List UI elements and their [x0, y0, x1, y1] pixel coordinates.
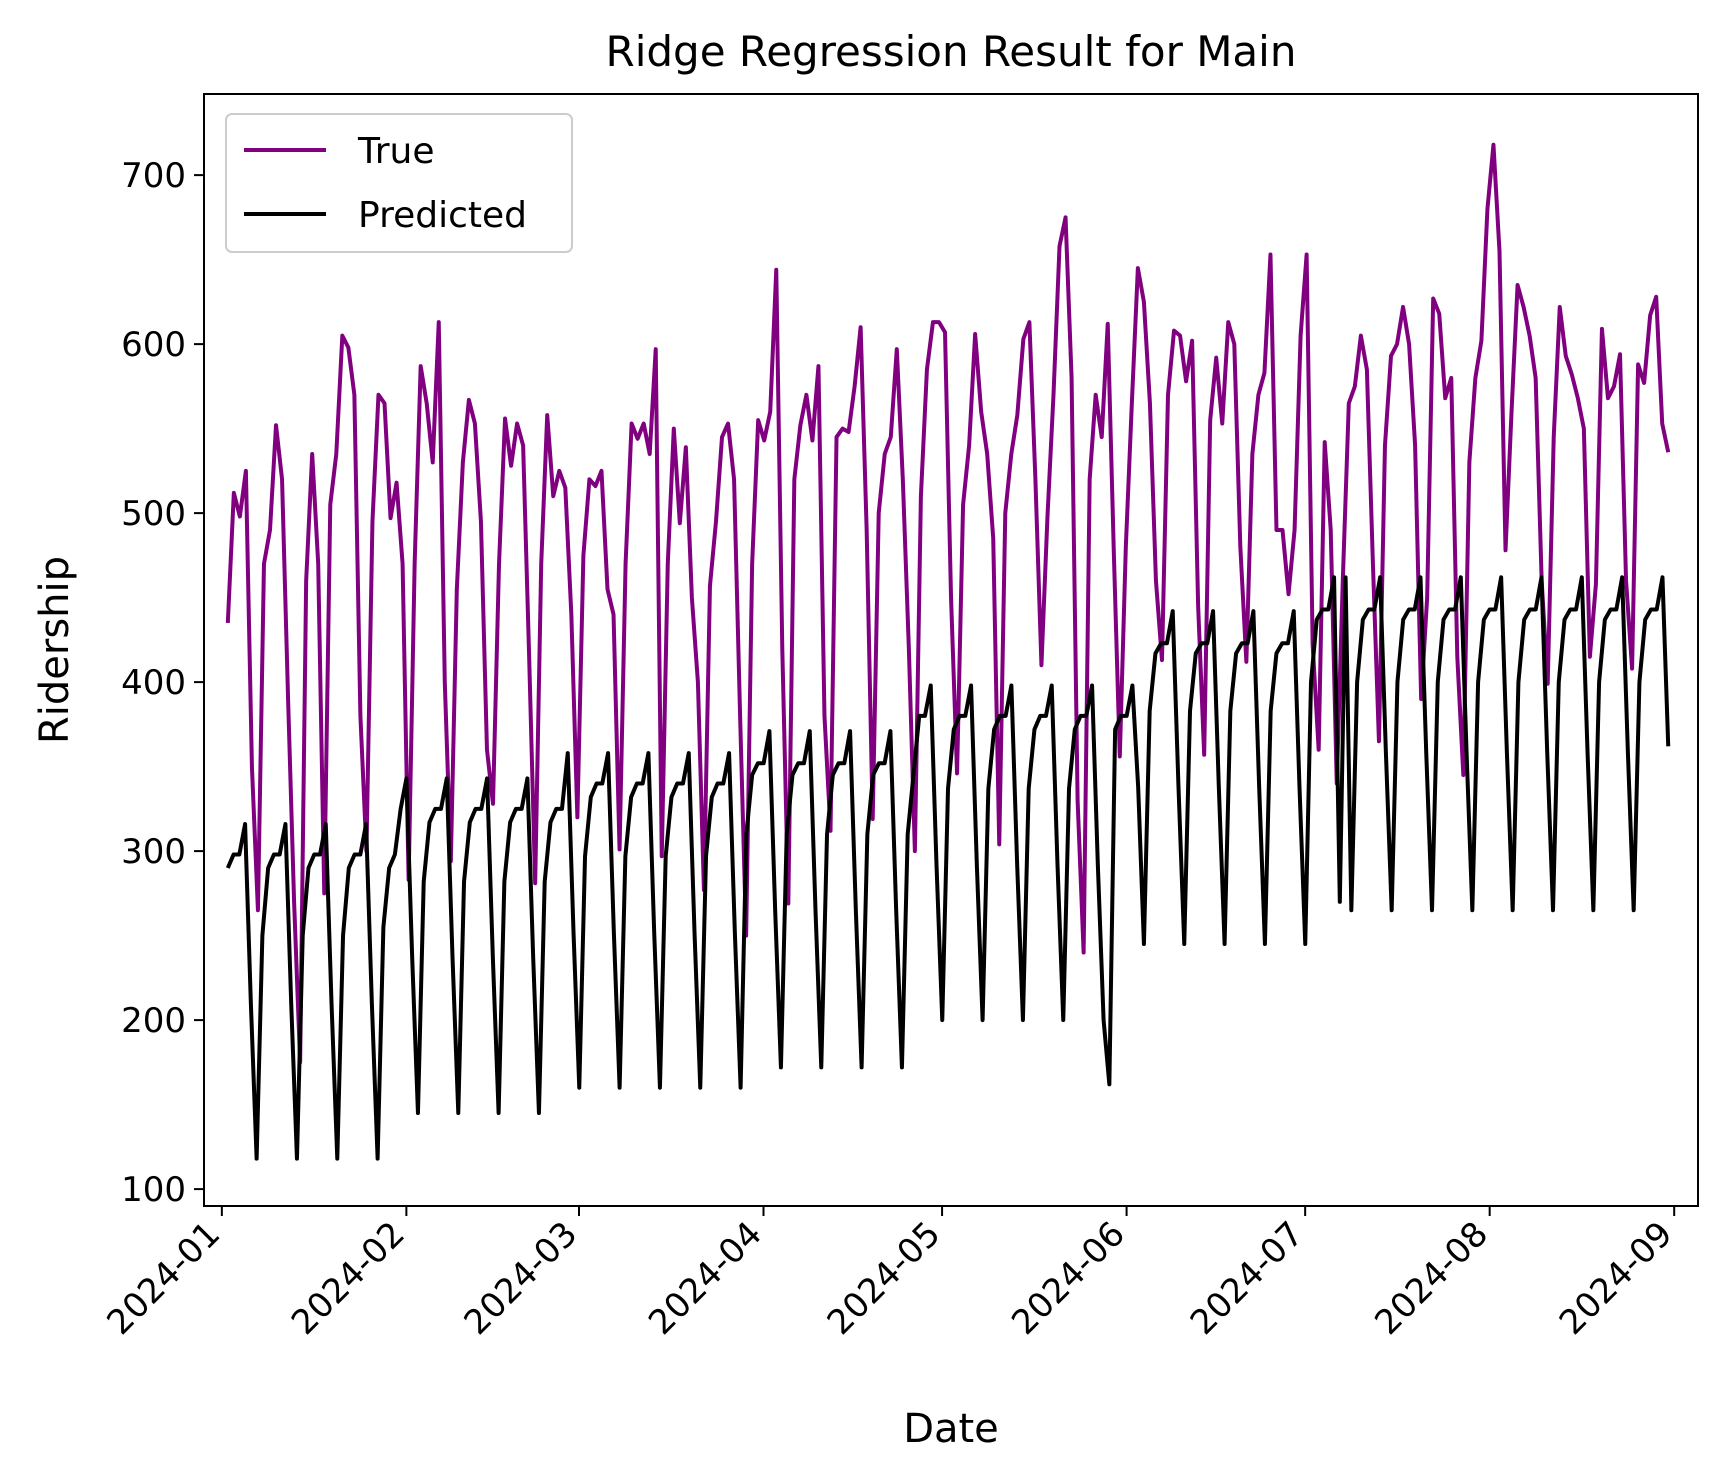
x-tick-label: 2024-07 — [1183, 1214, 1312, 1343]
x-axis: 2024-01 2024-02 2024-03 2024-04 2024-05 2024-… — [99, 1206, 1681, 1343]
y-axis-label: Ridership — [32, 556, 78, 744]
legend-label: True — [357, 131, 434, 172]
y-tick-label: 700 — [121, 156, 186, 196]
y-tick-label: 200 — [121, 1001, 186, 1041]
y-tick-label: 600 — [121, 325, 186, 365]
plot-frame — [203, 93, 1699, 1207]
y-axis: 100 200 300 400 500 600 700 — [121, 156, 204, 1210]
y-tick-label: 500 — [121, 494, 186, 534]
x-tick-label: 2024-06 — [1004, 1214, 1133, 1343]
x-tick-label: 2024-05 — [820, 1214, 949, 1343]
y-tick-label: 300 — [121, 832, 186, 872]
y-tick-label: 100 — [121, 1170, 186, 1210]
x-axis-label: Date — [903, 1406, 999, 1452]
chart-title: Ridge Regression Result for Main — [606, 27, 1297, 76]
y-tick-label: 400 — [121, 663, 186, 703]
x-tick-label: 2024-04 — [641, 1214, 770, 1343]
legend-label: Predicted — [358, 195, 527, 236]
x-tick-label: 2024-08 — [1367, 1214, 1496, 1343]
x-tick-label: 2024-02 — [284, 1214, 413, 1343]
x-tick-label: 2024-03 — [457, 1214, 586, 1343]
series-line-true — [225, 142, 1671, 1065]
series-line-predicted — [225, 575, 1671, 1161]
legend: True Predicted — [225, 113, 573, 253]
series-layer — [225, 142, 1671, 1161]
x-tick-label: 2024-01 — [99, 1214, 228, 1343]
x-tick-label: 2024-09 — [1552, 1214, 1681, 1343]
